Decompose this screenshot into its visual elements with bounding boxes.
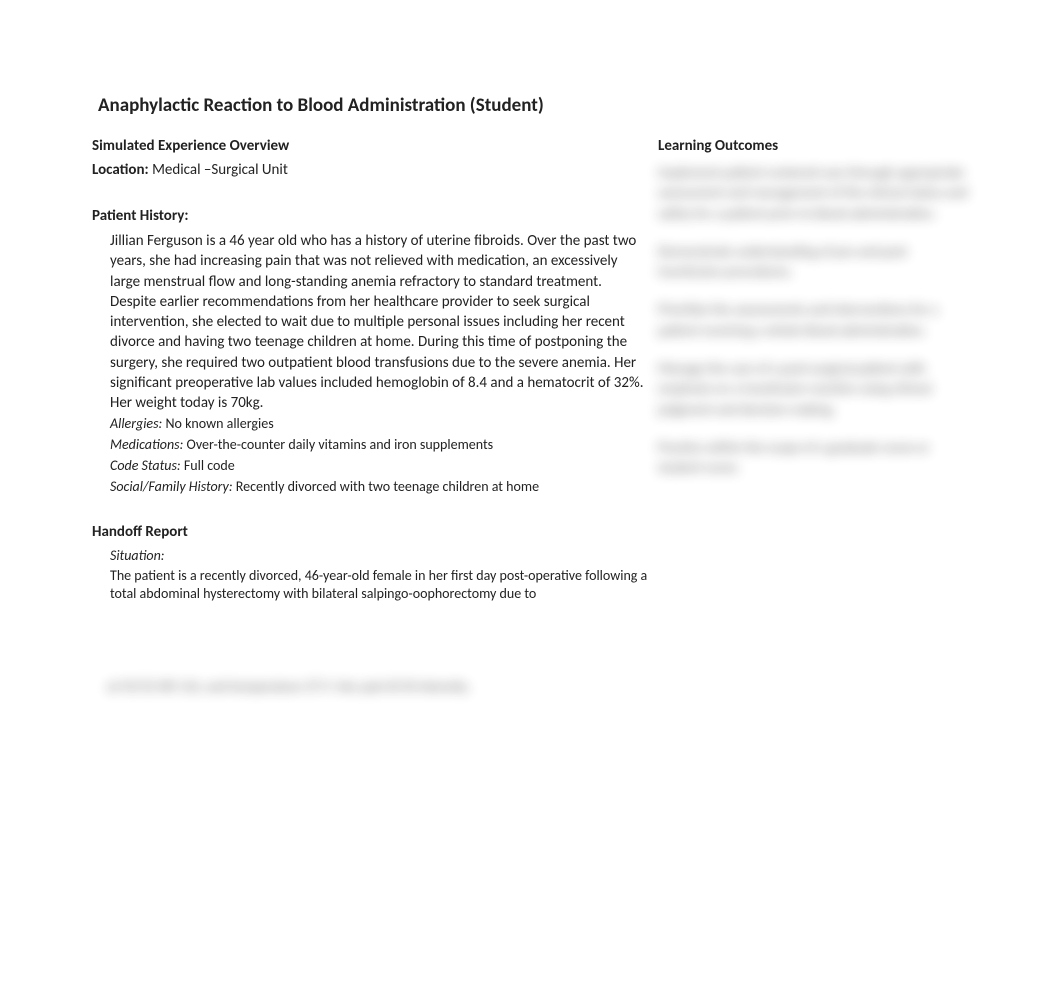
handoff-block: Situation: The patient is a recently div… bbox=[92, 547, 648, 604]
situation-text: The patient is a recently divorced, 46-y… bbox=[110, 567, 648, 603]
handoff-heading: Handoff Report bbox=[92, 523, 648, 541]
social-value: Recently divorced with two teenage child… bbox=[233, 478, 539, 495]
allergies-line: Allergies: No known allergies bbox=[110, 415, 648, 434]
location-value: Medical –Surgical Unit bbox=[149, 161, 288, 179]
location-label: Location: bbox=[92, 161, 149, 179]
history-block: Jillian Ferguson is a 46 year old who ha… bbox=[92, 231, 648, 497]
code-line: Code Status: Full code bbox=[110, 457, 648, 476]
outcome-item: Demonstrate understanding of pre and pos… bbox=[658, 242, 970, 283]
history-body: Over the past two years, she had increas… bbox=[110, 232, 644, 412]
situation-label: Situation: bbox=[110, 547, 648, 565]
location-line: Location: Medical –Surgical Unit bbox=[92, 161, 648, 179]
outcome-item: Implement patient centered care through … bbox=[658, 163, 970, 224]
history-intro: Jillian Ferguson is a 46 year old who ha… bbox=[110, 232, 527, 250]
code-value: Full code bbox=[181, 457, 235, 474]
history-heading: Patient History: bbox=[92, 207, 648, 225]
medications-line: Medications: Over-the-counter daily vita… bbox=[110, 436, 648, 455]
allergies-label: Allergies: bbox=[110, 415, 162, 432]
outcome-item: Practice within the scope of a graduate … bbox=[658, 438, 970, 479]
bottom-blur-text: at 92/52 HR 116, and temperature 37.9. H… bbox=[107, 678, 470, 695]
outcome-item: Prioritize the assessments and intervent… bbox=[658, 300, 970, 341]
medications-label: Medications: bbox=[110, 436, 183, 453]
social-line: Social/Family History: Recently divorced… bbox=[110, 478, 648, 497]
overview-column: Simulated Experience Overview Location: … bbox=[92, 137, 648, 603]
outcomes-column: Learning Outcomes Implement patient cent… bbox=[658, 137, 970, 603]
outcomes-heading: Learning Outcomes bbox=[658, 137, 970, 155]
social-label: Social/Family History: bbox=[110, 478, 233, 495]
code-label: Code Status: bbox=[110, 457, 181, 474]
page-title: Anaphylactic Reaction to Blood Administr… bbox=[98, 94, 970, 117]
allergies-value: No known allergies bbox=[162, 415, 273, 432]
outcomes-body-blurred: Implement patient centered care through … bbox=[658, 163, 970, 479]
medications-value: Over-the-counter daily vitamins and iron… bbox=[183, 436, 493, 453]
outcome-item: Manage the care of a post-surgical patie… bbox=[658, 359, 970, 420]
overview-heading: Simulated Experience Overview bbox=[92, 137, 648, 155]
